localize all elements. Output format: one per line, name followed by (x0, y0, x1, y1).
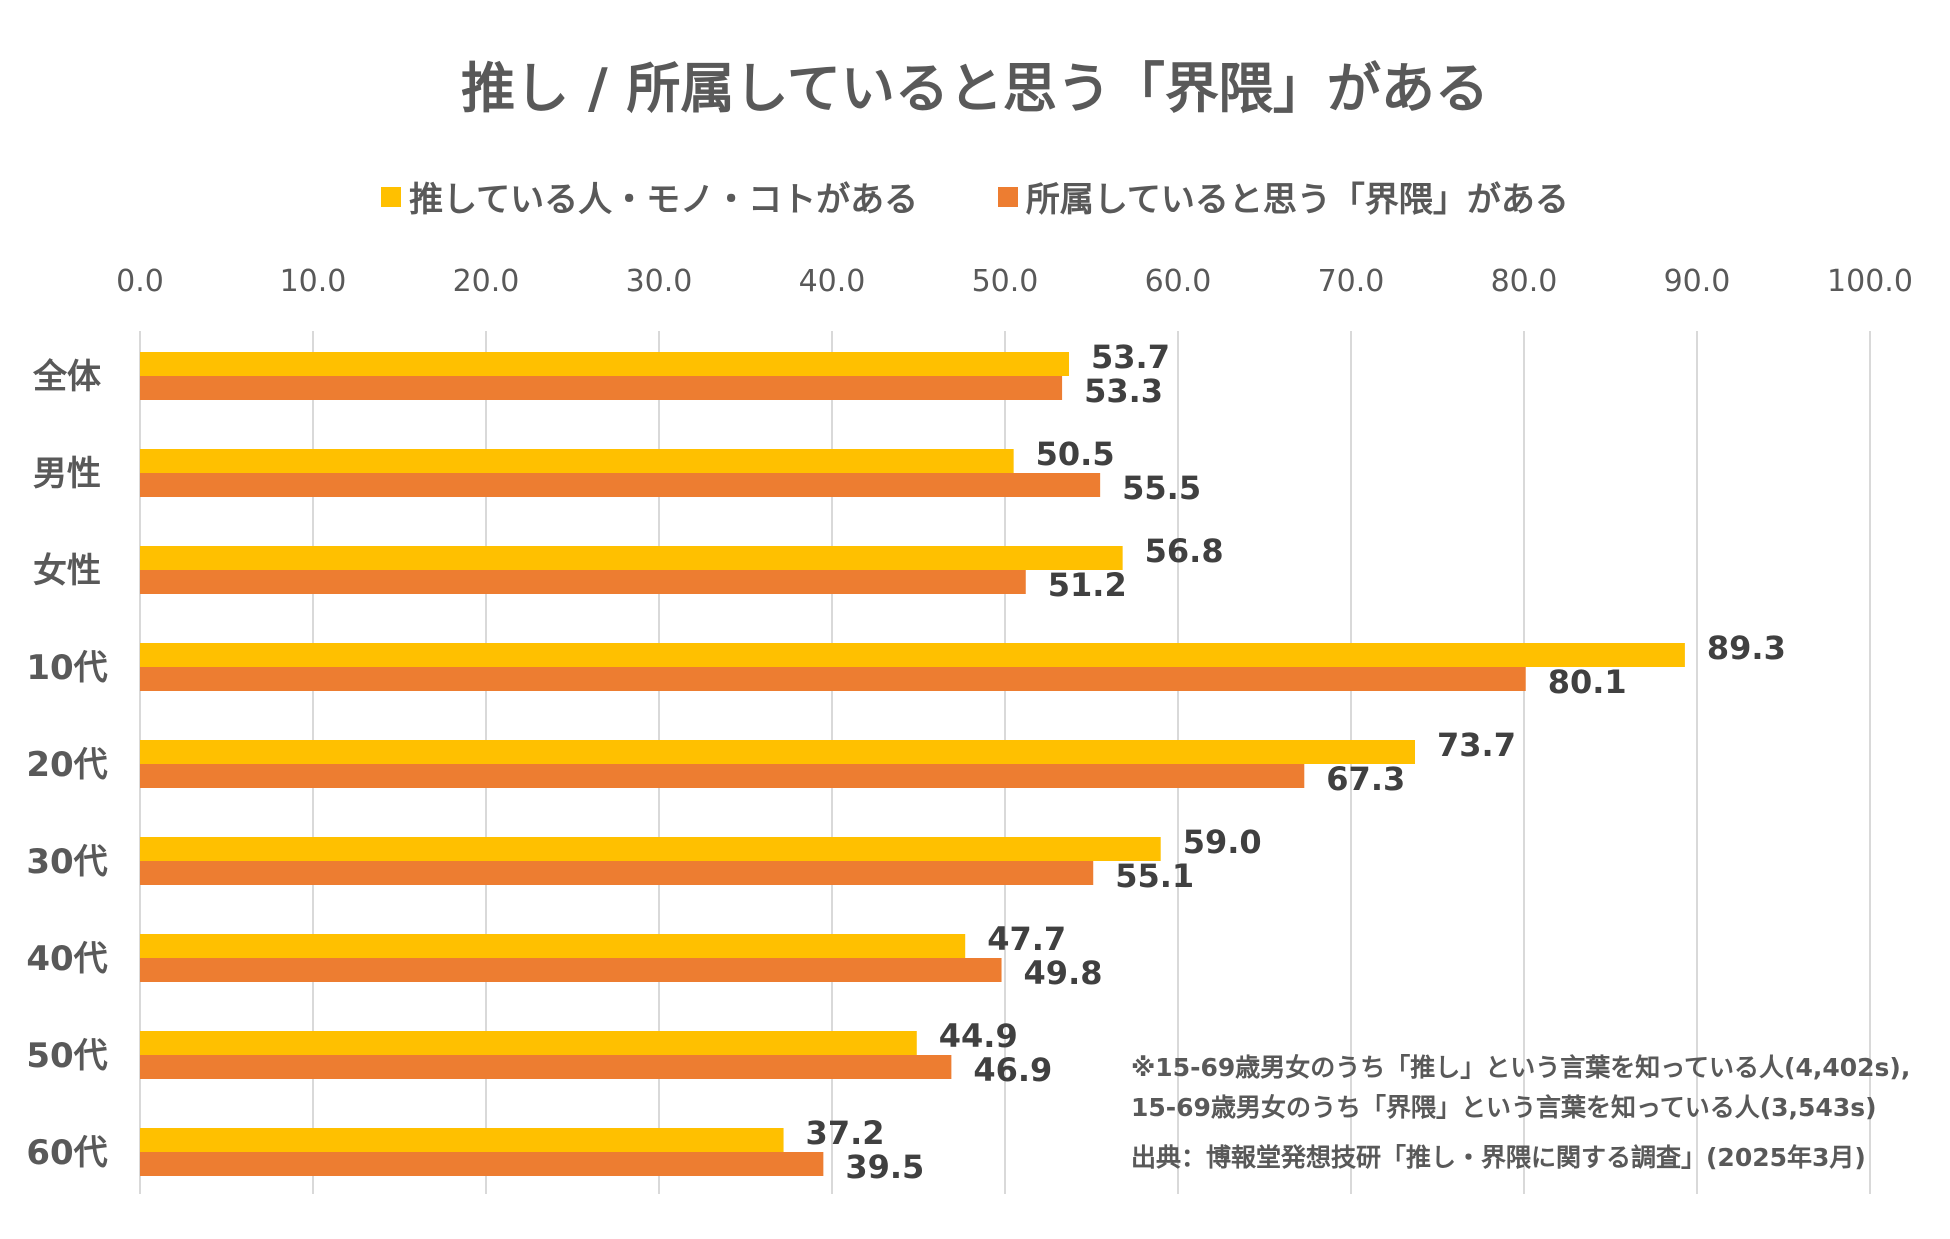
category-label: 50代 (26, 1036, 107, 1076)
x-tick-label: 70.0 (1318, 264, 1385, 299)
legend-item: 所属していると思う「界隈」がある (997, 172, 1569, 221)
legend-item: 推している人・モノ・コトがある (381, 172, 918, 221)
bar (140, 861, 1094, 885)
x-tick-label: 100.0 (1827, 264, 1913, 299)
category-label: 30代 (26, 842, 107, 882)
x-tick-label: 40.0 (799, 264, 866, 299)
data-label: 55.5 (1122, 469, 1201, 507)
legend-swatch (381, 186, 402, 207)
x-tick-label: 50.0 (972, 264, 1039, 299)
legend-swatch (997, 186, 1018, 207)
bar (140, 1128, 784, 1152)
data-label: 80.1 (1548, 663, 1627, 701)
category-label: 男性 (33, 454, 101, 494)
data-label: 46.9 (973, 1051, 1052, 1089)
category-label: 60代 (26, 1133, 107, 1173)
data-label: 44.9 (939, 1017, 1018, 1055)
category-label: 20代 (26, 745, 107, 785)
x-tick-label: 20.0 (453, 264, 520, 299)
bar (140, 837, 1161, 861)
bar (140, 1055, 952, 1079)
data-label: 50.5 (1036, 435, 1115, 473)
legend-label: 所属していると思う「界隈」がある (1025, 180, 1569, 220)
bar (140, 1152, 824, 1176)
bar (140, 473, 1101, 497)
bar (140, 934, 966, 958)
category-label: 10代 (26, 648, 107, 688)
source-note: 出典：博報堂発想技研「推し・界隈に関する調査」(2025年3月) (1131, 1143, 1866, 1172)
chart-title: 推し / 所属していると思う「界隈」がある (461, 57, 1489, 120)
bar (140, 740, 1416, 764)
data-label: 73.7 (1437, 726, 1516, 764)
data-label: 49.8 (1024, 954, 1103, 992)
bar (140, 449, 1014, 473)
data-label: 51.2 (1048, 566, 1127, 604)
legend-label: 推している人・モノ・コトがある (409, 180, 919, 220)
x-tick-label: 80.0 (1491, 264, 1558, 299)
data-label: 53.7 (1091, 338, 1170, 376)
category-label: 全体 (32, 357, 101, 397)
category-label: 40代 (26, 939, 107, 979)
bar (140, 546, 1123, 570)
bar (140, 643, 1685, 667)
data-label: 59.0 (1183, 823, 1262, 861)
bar (140, 667, 1526, 691)
footnote: ※15-69歳男女のうち「推し」という言葉を知っている人(4,402s), 15… (1131, 1048, 1910, 1178)
bar (140, 1031, 917, 1055)
bar (140, 352, 1070, 376)
x-tick-label: 60.0 (1145, 264, 1212, 299)
data-label: 39.5 (845, 1148, 924, 1186)
data-label: 55.1 (1115, 857, 1194, 895)
bar (140, 958, 1002, 982)
data-label: 56.8 (1145, 532, 1224, 570)
footnote-line: 15-69歳男女のうち「界隈」という言葉を知っている人(3,543s) (1131, 1093, 1877, 1122)
legend: 推している人・モノ・コトがある 所属していると思う「界隈」がある (0, 172, 1950, 221)
bar (140, 764, 1305, 788)
x-tick-label: 0.0 (116, 264, 164, 299)
data-label: 53.3 (1084, 372, 1163, 410)
data-label: 47.7 (987, 920, 1066, 958)
x-tick-label: 90.0 (1664, 264, 1731, 299)
data-label: 89.3 (1707, 629, 1786, 667)
x-tick-label: 30.0 (626, 264, 693, 299)
category-label: 女性 (33, 551, 101, 591)
data-label: 67.3 (1326, 760, 1405, 798)
data-label: 37.2 (806, 1114, 885, 1152)
bar (140, 376, 1063, 400)
x-tick-label: 10.0 (280, 264, 347, 299)
bar (140, 570, 1026, 594)
footnote-line: ※15-69歳男女のうち「推し」という言葉を知っている人(4,402s), (1131, 1053, 1911, 1082)
